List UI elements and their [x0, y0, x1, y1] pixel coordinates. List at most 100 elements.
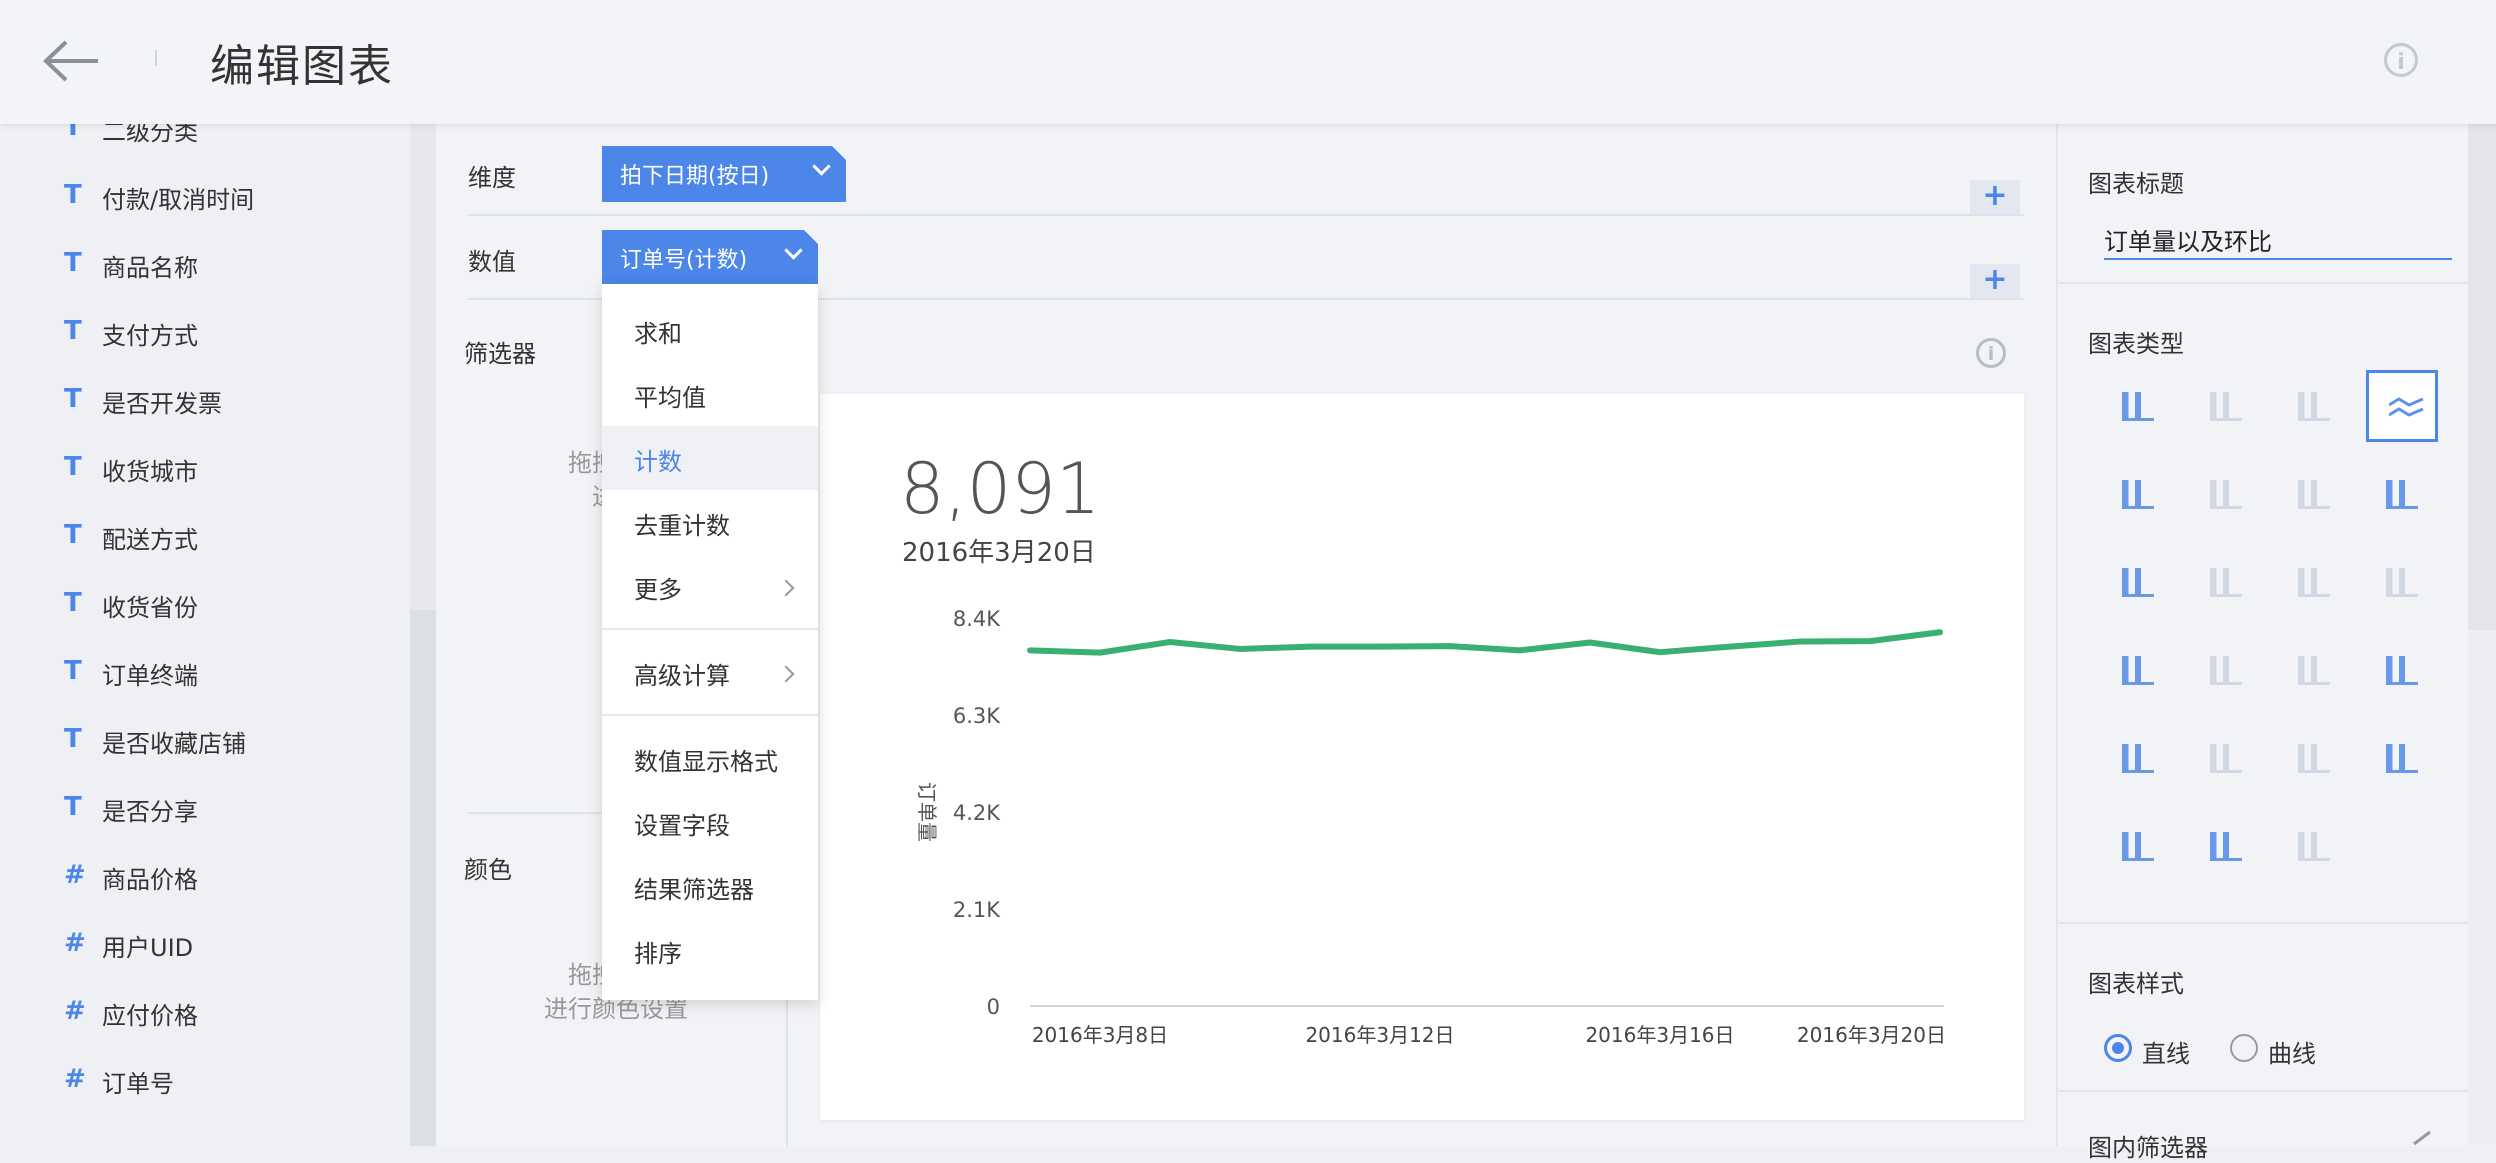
chevron-down-icon: [812, 157, 830, 175]
menu-item[interactable]: 排序: [602, 918, 818, 982]
chart-title-input[interactable]: 订单量以及环比: [2104, 222, 2452, 260]
field-item[interactable]: # 用户UID: [0, 920, 400, 970]
chart-type-option[interactable]: [2102, 722, 2174, 794]
field-item[interactable]: T 支付方式: [0, 308, 400, 358]
chart-type-icon: [2298, 656, 2330, 685]
field-item[interactable]: # 应付价格: [0, 988, 400, 1038]
chart-type-option[interactable]: [2190, 370, 2262, 442]
text-field-icon: T: [64, 124, 82, 142]
big-number: 8,091: [900, 448, 1101, 530]
properties-scroll-thumb[interactable]: [2468, 124, 2496, 630]
number-field-icon: #: [64, 860, 86, 890]
chart-type-option[interactable]: [2278, 722, 2350, 794]
chart-type-option[interactable]: [2366, 370, 2438, 442]
menu-item[interactable]: 结果筛选器: [602, 854, 818, 918]
field-item[interactable]: T 是否开发票: [0, 376, 400, 426]
style-radio-curve[interactable]: [2230, 1034, 2258, 1062]
data-point: [1097, 649, 1103, 656]
value-pill[interactable]: 订单号(计数): [602, 230, 818, 286]
divider: [2058, 1090, 2468, 1092]
chart-type-icon: [2298, 744, 2330, 773]
divider: [468, 298, 2024, 300]
field-label: 应付价格: [102, 1002, 198, 1030]
style-radio-straight[interactable]: [2104, 1034, 2132, 1062]
chart-type-option[interactable]: [2278, 634, 2350, 706]
info-icon[interactable]: i: [1976, 338, 2006, 368]
style-option-curve[interactable]: 曲线: [2268, 1040, 2316, 1068]
data-point: [1587, 639, 1593, 646]
text-field-icon: T: [64, 180, 82, 210]
chart-type-icon: [2298, 832, 2330, 861]
chart-type-option[interactable]: [2102, 370, 2174, 442]
field-label: 是否收藏店铺: [102, 730, 246, 758]
field-item[interactable]: T 配送方式: [0, 512, 400, 562]
data-point: [1797, 638, 1803, 645]
divider: [2058, 922, 2468, 924]
field-item[interactable]: T 订单终端: [0, 648, 400, 698]
chart-type-grid: [2106, 370, 2446, 894]
chart-type-option[interactable]: [2190, 810, 2262, 882]
series-line: [1029, 629, 1941, 656]
chart-type-option[interactable]: [2278, 458, 2350, 530]
menu-item[interactable]: 计数: [602, 426, 818, 490]
chart-type-option[interactable]: [2190, 546, 2262, 618]
menu-item[interactable]: 数值显示格式: [602, 726, 818, 790]
back-arrow-icon[interactable]: [42, 32, 106, 90]
field-label: 收货城市: [102, 458, 198, 486]
menu-item[interactable]: 高级计算: [602, 640, 818, 704]
field-item[interactable]: T 是否收藏店铺: [0, 716, 400, 766]
chart-type-option[interactable]: [2190, 634, 2262, 706]
field-label: 用户UID: [102, 934, 194, 962]
dimension-pill[interactable]: 拍下日期(按日): [602, 146, 846, 202]
field-item[interactable]: T 是否分享: [0, 784, 400, 834]
field-item[interactable]: T 收货省份: [0, 580, 400, 630]
chart-type-option[interactable]: [2190, 458, 2262, 530]
chart-type-icon: [2210, 568, 2242, 597]
field-item[interactable]: T 二级分类: [0, 124, 400, 154]
pencil-icon[interactable]: [2410, 1130, 2436, 1146]
chart-type-option[interactable]: [2278, 810, 2350, 882]
field-item[interactable]: # 订单号: [0, 1056, 400, 1106]
x-tick-label: 2016年3月16日: [1585, 1023, 1734, 1047]
chart-type-option[interactable]: [2102, 458, 2174, 530]
info-icon[interactable]: i: [2384, 43, 2418, 77]
chart-type-option[interactable]: [2102, 634, 2174, 706]
menu-item[interactable]: 去重计数: [602, 490, 818, 554]
add-value-button[interactable]: +: [1970, 264, 2020, 298]
data-point: [1237, 645, 1243, 652]
field-item[interactable]: T 收货城市: [0, 444, 400, 494]
menu-item-label: 结果筛选器: [634, 876, 754, 904]
chart-type-option[interactable]: [2190, 722, 2262, 794]
menu-item[interactable]: 平均值: [602, 362, 818, 426]
field-item[interactable]: T 商品名称: [0, 240, 400, 290]
chart-type-option[interactable]: [2366, 546, 2438, 618]
chart-type-option[interactable]: [2102, 810, 2174, 882]
y-tick-label: 2.1K: [953, 898, 1001, 922]
chart-type-option[interactable]: [2278, 546, 2350, 618]
chart-type-icon: [2386, 480, 2418, 509]
value-label: 数值: [468, 248, 516, 276]
chart-type-icon: [2122, 568, 2154, 597]
chart-type-icon: [2386, 568, 2418, 597]
chart-type-option[interactable]: [2366, 634, 2438, 706]
field-item[interactable]: T 付款/取消时间: [0, 172, 400, 222]
add-dimension-button[interactable]: +: [1970, 180, 2020, 214]
field-list-scroll-thumb[interactable]: [410, 610, 436, 1146]
field-item[interactable]: # 商品价格: [0, 852, 400, 902]
text-field-icon: T: [64, 792, 82, 822]
chart-type-option[interactable]: [2102, 546, 2174, 618]
field-list: T 二级分类 T 付款/取消时间 T 商品名称 T 支付方式 T 是否开发票 T 收货城市 T 配送方式 T…: [0, 124, 410, 1146]
menu-item[interactable]: 求和: [602, 298, 818, 362]
value-pill-label: 订单号(计数): [620, 248, 748, 273]
style-option-straight[interactable]: 直线: [2142, 1040, 2190, 1068]
chart-type-option[interactable]: [2366, 722, 2438, 794]
number-field-icon: #: [64, 1064, 86, 1094]
text-field-icon: T: [64, 588, 82, 618]
chart-type-option[interactable]: [2366, 458, 2438, 530]
chart-type-option[interactable]: [2278, 370, 2350, 442]
field-label: 付款/取消时间: [102, 186, 255, 214]
color-label: 颜色: [464, 856, 512, 884]
menu-item[interactable]: 设置字段: [602, 790, 818, 854]
menu-item[interactable]: 更多: [602, 554, 818, 618]
y-tick-label: 8.4K: [953, 607, 1001, 631]
